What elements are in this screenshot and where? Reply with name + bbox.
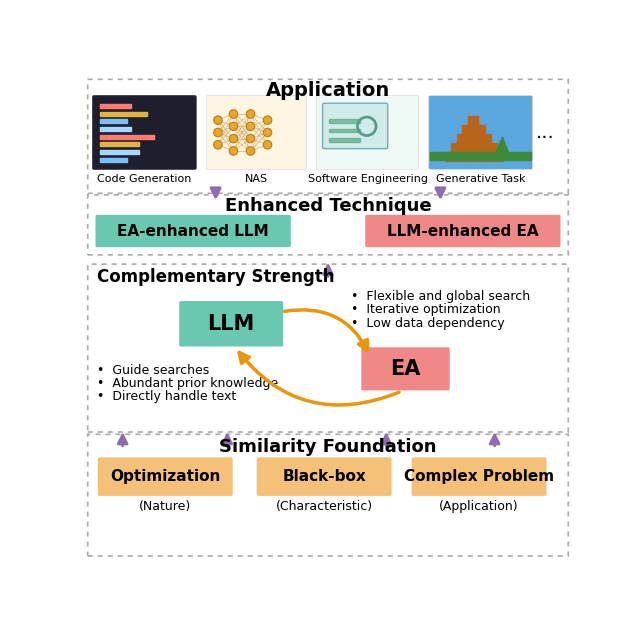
Text: •  Directly handle text: • Directly handle text <box>97 391 236 403</box>
FancyBboxPatch shape <box>316 96 419 169</box>
Circle shape <box>263 116 272 125</box>
Text: LLM-enhanced EA: LLM-enhanced EA <box>387 223 539 238</box>
Bar <box>430 152 531 160</box>
FancyBboxPatch shape <box>88 195 568 255</box>
Bar <box>100 112 150 116</box>
Bar <box>462 125 473 133</box>
Circle shape <box>246 135 255 143</box>
Text: NAS: NAS <box>244 174 268 184</box>
Text: Software Engineering: Software Engineering <box>308 174 428 184</box>
FancyBboxPatch shape <box>88 264 568 432</box>
Text: (Characteristic): (Characteristic) <box>276 500 372 513</box>
Circle shape <box>246 147 255 155</box>
Circle shape <box>229 135 237 143</box>
Bar <box>474 125 484 133</box>
Text: •  Guide searches: • Guide searches <box>97 364 209 377</box>
Polygon shape <box>496 137 509 152</box>
FancyBboxPatch shape <box>88 79 568 193</box>
Circle shape <box>246 122 255 131</box>
FancyBboxPatch shape <box>95 215 291 247</box>
Bar <box>492 152 503 161</box>
Text: EA: EA <box>390 359 420 379</box>
FancyBboxPatch shape <box>179 301 283 347</box>
Circle shape <box>229 147 237 155</box>
Bar <box>463 143 474 152</box>
Text: •  Iterative optimization: • Iterative optimization <box>351 303 501 316</box>
FancyBboxPatch shape <box>92 96 196 169</box>
Text: •  Flexible and global search: • Flexible and global search <box>351 289 531 303</box>
Circle shape <box>214 140 222 149</box>
Circle shape <box>229 122 237 131</box>
Bar <box>481 152 492 161</box>
Bar <box>480 134 491 143</box>
Text: ...: ... <box>536 123 554 142</box>
FancyBboxPatch shape <box>362 347 450 391</box>
Bar <box>100 150 154 154</box>
FancyBboxPatch shape <box>88 434 568 556</box>
Text: EA-enhanced LLM: EA-enhanced LLM <box>117 223 269 238</box>
Bar <box>100 120 131 123</box>
Text: Generative Task: Generative Task <box>436 174 525 184</box>
Bar <box>446 152 457 161</box>
Circle shape <box>214 128 222 136</box>
FancyBboxPatch shape <box>412 457 547 496</box>
Bar <box>468 134 479 143</box>
Bar <box>451 143 462 152</box>
Text: Similarity Foundation: Similarity Foundation <box>220 438 436 455</box>
Bar <box>100 135 131 138</box>
Circle shape <box>263 140 272 149</box>
Text: Application: Application <box>266 81 390 101</box>
Text: Complementary Strength: Complementary Strength <box>97 268 335 286</box>
Text: •  Abundant prior knowledge: • Abundant prior knowledge <box>97 377 278 391</box>
Text: LLM: LLM <box>207 314 255 334</box>
Text: Black-box: Black-box <box>282 469 366 484</box>
Circle shape <box>263 128 272 136</box>
Bar <box>457 134 467 143</box>
Bar <box>458 152 468 161</box>
FancyBboxPatch shape <box>365 215 561 247</box>
Bar <box>100 143 154 147</box>
Bar <box>329 128 360 133</box>
Text: (Nature): (Nature) <box>139 500 191 513</box>
Text: (Application): (Application) <box>439 500 519 513</box>
Text: Optimization: Optimization <box>110 469 220 484</box>
Circle shape <box>214 116 222 125</box>
Text: Complex Problem: Complex Problem <box>404 469 554 484</box>
Bar <box>100 104 131 108</box>
Bar <box>469 152 480 161</box>
Bar <box>467 116 478 124</box>
Circle shape <box>229 109 237 118</box>
Text: Code Generation: Code Generation <box>97 174 191 184</box>
FancyBboxPatch shape <box>206 96 307 169</box>
Circle shape <box>246 109 255 118</box>
FancyBboxPatch shape <box>323 103 388 148</box>
Bar <box>100 127 131 131</box>
FancyBboxPatch shape <box>98 457 233 496</box>
Bar <box>474 143 485 152</box>
Bar <box>329 138 360 142</box>
Bar <box>100 158 127 162</box>
Bar <box>486 143 497 152</box>
Bar <box>329 120 360 123</box>
FancyBboxPatch shape <box>257 457 392 496</box>
FancyBboxPatch shape <box>429 96 532 169</box>
Text: Enhanced Technique: Enhanced Technique <box>225 198 431 215</box>
Text: •  Low data dependency: • Low data dependency <box>351 317 505 330</box>
